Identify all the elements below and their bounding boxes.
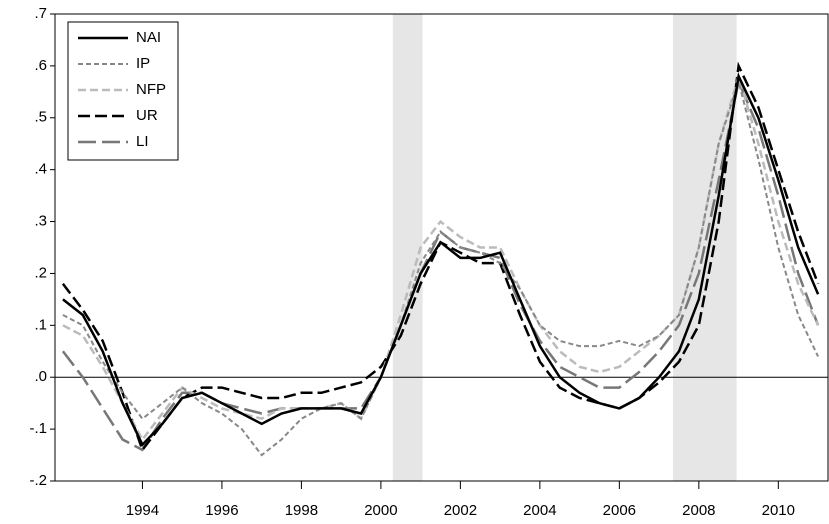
y-tick-label: .5: [34, 109, 47, 126]
x-tick-label: 2002: [444, 502, 477, 519]
legend-label: NAI: [136, 29, 161, 46]
legend: NAI IP NFP UR LI: [67, 21, 179, 161]
y-tick-label: .1: [34, 316, 47, 333]
y-tick-label: .6: [34, 57, 47, 74]
x-tick-label: 1996: [205, 502, 238, 519]
y-tick-label: .3: [34, 213, 47, 230]
legend-label: IP: [136, 55, 150, 72]
y-tick-label: -.1: [29, 420, 47, 437]
x-tick-label: 2008: [682, 502, 715, 519]
series-line: [62, 72, 820, 447]
y-tick-label: .2: [34, 264, 47, 281]
x-tick-label: 2004: [523, 502, 556, 519]
x-tick-label: 1994: [126, 502, 159, 519]
y-tick-label: .7: [34, 5, 47, 22]
y-tick-label: .0: [34, 368, 47, 385]
x-tick-label: 1998: [285, 502, 318, 519]
legend-box: [67, 21, 179, 161]
legend-label: NFP: [136, 81, 166, 98]
series-line: [62, 71, 820, 442]
y-tick-label: -.2: [29, 472, 47, 489]
plot-frame: [54, 13, 829, 482]
series-line: [62, 77, 820, 457]
y-tick-label: .4: [34, 161, 47, 178]
x-tick-label: 2000: [364, 502, 397, 519]
x-tick-label: 2006: [603, 502, 636, 519]
legend-label: UR: [136, 107, 158, 124]
recession-shade: [392, 14, 423, 481]
legend-label: LI: [136, 133, 149, 150]
x-tick-label: 2010: [762, 502, 795, 519]
